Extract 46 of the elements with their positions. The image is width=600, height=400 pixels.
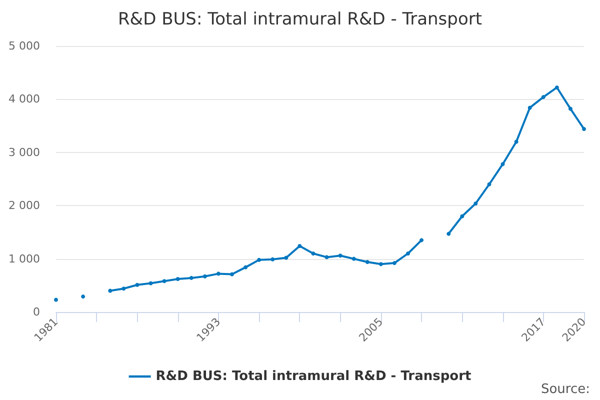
point xyxy=(230,272,234,276)
source-note: Source: xyxy=(540,382,590,397)
point xyxy=(420,238,424,242)
point xyxy=(460,214,464,218)
point xyxy=(554,85,559,90)
point xyxy=(298,244,302,248)
point xyxy=(324,255,329,260)
point xyxy=(270,257,275,262)
legend-label: R&D BUS: Total intramural R&D - Transport xyxy=(156,369,472,384)
point xyxy=(568,106,572,111)
point xyxy=(528,106,532,110)
y-tick-label: 1 000 xyxy=(8,252,40,266)
point xyxy=(122,286,126,291)
point xyxy=(244,265,248,270)
point xyxy=(176,277,180,282)
point xyxy=(284,256,288,260)
point xyxy=(474,201,478,206)
y-tick-label: 2 000 xyxy=(8,199,40,212)
y-tick-label: 5 000 xyxy=(8,40,40,52)
point xyxy=(54,298,58,302)
point xyxy=(378,262,383,266)
point xyxy=(365,260,370,264)
point xyxy=(189,276,194,280)
y-tick-label: 3 000 xyxy=(8,146,40,159)
point xyxy=(514,140,518,144)
point xyxy=(257,258,262,262)
point xyxy=(216,272,220,276)
point xyxy=(582,126,586,131)
point xyxy=(162,279,166,284)
y-tick-label: 4 000 xyxy=(8,92,40,106)
point xyxy=(446,232,451,236)
point xyxy=(392,261,396,266)
y-tick-label: 0 xyxy=(33,306,40,318)
point xyxy=(487,182,492,186)
chart-title: R&D BUS: Total intramural R&D - Transport xyxy=(118,10,482,30)
point xyxy=(338,254,342,258)
point xyxy=(406,251,410,256)
point xyxy=(108,288,112,293)
point xyxy=(148,281,153,286)
point xyxy=(135,282,140,287)
point xyxy=(202,274,207,278)
point xyxy=(311,251,316,256)
point xyxy=(541,95,546,100)
point xyxy=(500,162,505,166)
point xyxy=(81,294,86,299)
point xyxy=(352,256,356,261)
